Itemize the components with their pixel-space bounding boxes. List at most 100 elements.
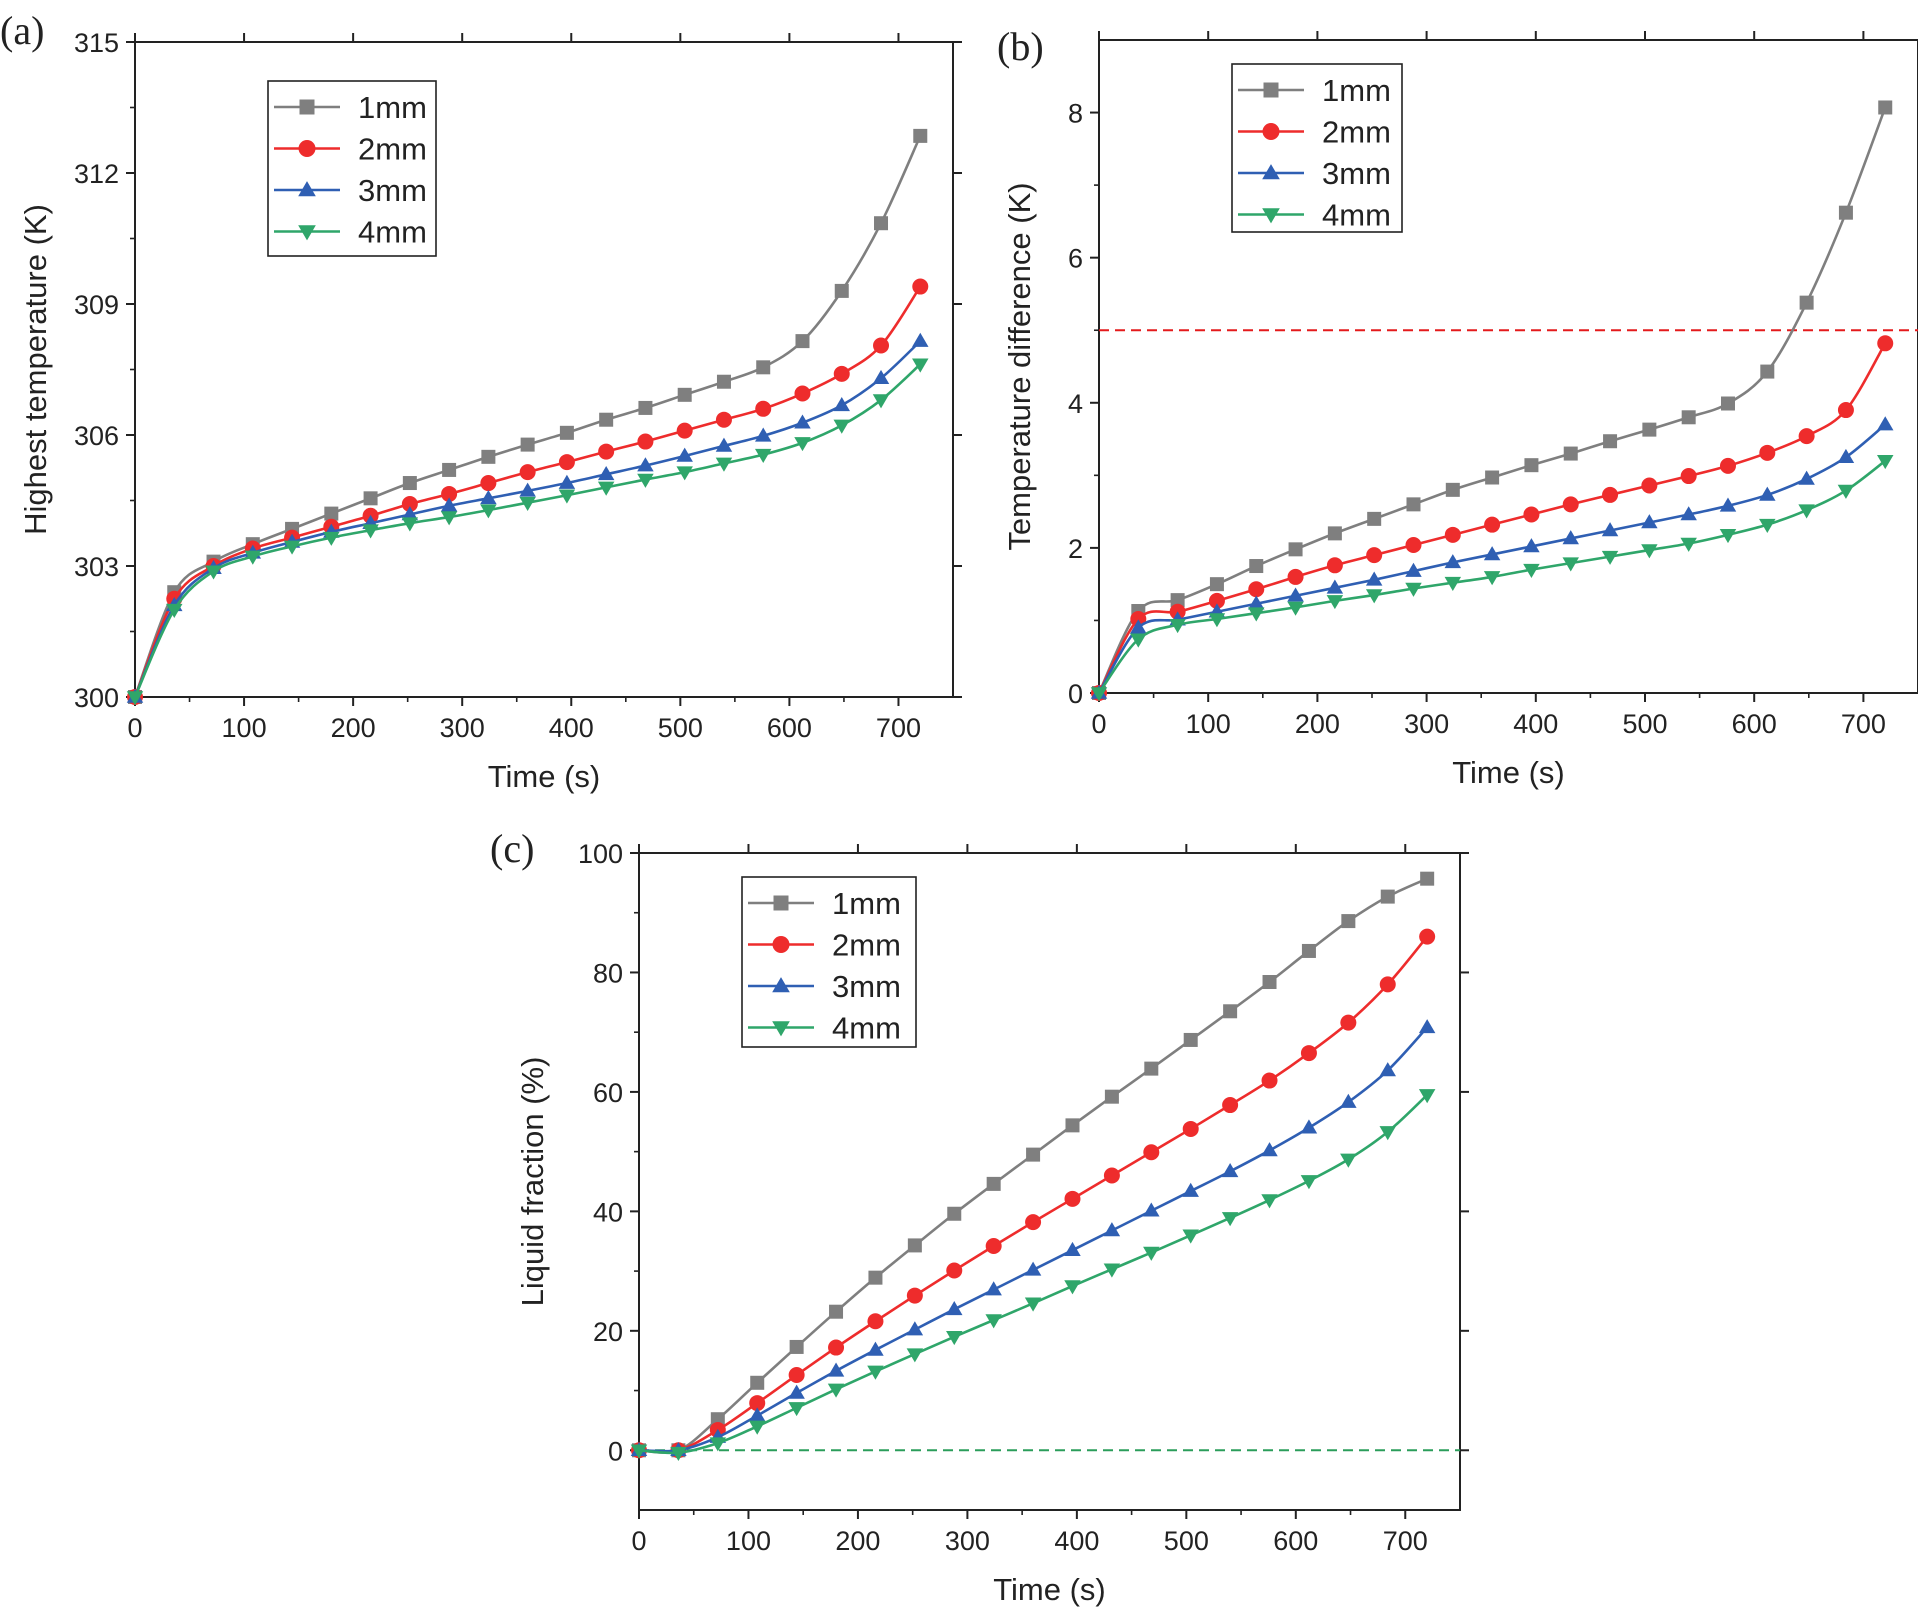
legend-label: 1mm [832,886,901,921]
data-point [1798,470,1815,485]
data-point [1064,1190,1081,1207]
data-point [1444,554,1462,569]
y-tick-label: 303 [74,552,119,582]
data-point [794,437,811,452]
x-tick-label: 300 [440,713,485,743]
data-point [833,419,850,434]
data-point [1719,457,1736,474]
data-point [676,466,693,481]
data-point [1340,1093,1357,1108]
data-point [1720,396,1735,411]
data-point [1563,446,1578,461]
data-point [1418,1089,1436,1104]
data-point [1261,1072,1278,1089]
data-point [827,1383,845,1398]
y-tick-label: 0 [1068,679,1083,709]
data-point [401,506,419,521]
data-point [166,603,183,618]
data-point [1367,511,1382,526]
chart-panel-a: 0 100 200 300 400 500 600 700 300 303 306 309 312 315… [0,8,962,794]
data-point [1182,1120,1199,1137]
data-point [1169,619,1186,634]
data-point [1365,589,1383,604]
data-point [912,278,929,295]
legend-marker [773,895,789,911]
plot-frame [638,852,1461,1511]
y-tick-label: 6 [1068,244,1083,274]
data-point [637,473,654,488]
data-point [1418,1019,1436,1034]
data-point [906,1287,923,1304]
legend-box [1231,63,1403,233]
legend-label: 1mm [358,90,427,125]
data-point [912,332,929,347]
legend-box [741,876,917,1048]
data-point [598,443,615,460]
data-point [716,374,731,389]
y-tick-label: 300 [74,683,119,713]
data-point [442,462,457,477]
x-tick-label: 300 [945,1526,990,1556]
data-point [873,337,890,354]
data-point [946,1301,963,1316]
data-point [1760,364,1775,379]
data-point [630,1444,648,1459]
x-tick-label: 500 [658,713,703,743]
chart-panel-b: 0 100 200 300 400 500 600 700 0 2 4 6 8 Time (s) Tempe… [997,24,1918,790]
data-point [1288,542,1303,557]
data-point [754,448,772,463]
data-point [1680,468,1697,485]
legend-label: 4mm [358,215,427,250]
data-point [1523,538,1540,553]
legend-label: 2mm [358,132,427,167]
data-point [1380,889,1395,904]
legend: 1mm 2mm 3mm 4mm [1231,63,1403,233]
data-point [788,1367,805,1384]
data-point [985,1281,1002,1296]
data-point [874,216,889,231]
legend-marker [299,99,315,115]
legend-marker [1262,123,1280,140]
data-point [1024,1261,1042,1276]
data-point [1405,582,1422,597]
data-point [1405,562,1422,577]
legend: 1mm 2mm 3mm 4mm [267,80,437,257]
data-point [872,394,890,409]
legend-box [267,80,437,257]
plot-frame [134,41,954,698]
data-point [402,476,417,491]
data-point [1287,587,1304,602]
x-axis-title: Time (s) [1452,755,1565,790]
data-point [480,475,497,492]
data-point [1065,1118,1080,1133]
x-tick-label: 100 [222,713,267,743]
data-point [1026,1147,1041,1162]
data-point [1248,595,1265,610]
series-1mm [1092,100,1893,700]
data-point [1523,563,1540,578]
y-tick-label: 312 [74,159,119,189]
legend-marker [772,1021,790,1037]
data-point [559,425,574,440]
data-point [480,504,497,519]
data-point [1601,522,1619,537]
x-tick-label: 700 [876,713,921,743]
legend-marker [1262,164,1280,180]
data-point [754,427,772,442]
legend-marker [298,181,316,197]
y-tick-label: 20 [593,1317,623,1347]
data-point [1209,577,1224,592]
data-point [1837,484,1855,499]
data-point [709,1437,727,1452]
data-point [1562,557,1579,572]
data-point [401,517,419,532]
data-point [1445,482,1460,497]
data-point [1379,1126,1396,1141]
legend-marker [1263,82,1279,98]
data-point [756,360,771,375]
data-point [755,400,772,417]
legend-label: 3mm [832,969,901,1004]
y-tick-label: 309 [74,290,119,320]
data-point [1300,1045,1317,1062]
data-point [401,495,418,512]
